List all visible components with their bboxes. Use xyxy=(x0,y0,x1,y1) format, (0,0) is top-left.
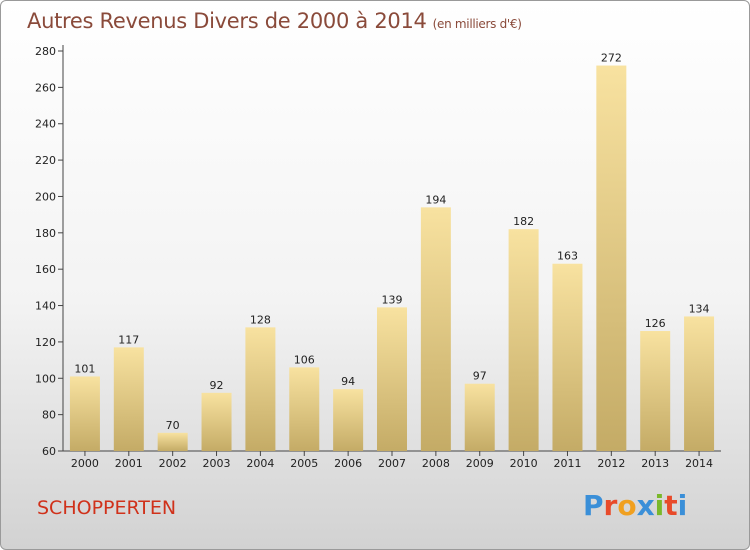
bar xyxy=(552,263,583,451)
x-tick-label: 2012 xyxy=(597,457,625,470)
data-labels: 101 117 70 92 128 106 94 139 194 97 182 163 272 126 13… xyxy=(74,52,709,432)
y-tick-label: 280 xyxy=(35,45,56,58)
x-tick-label: 2010 xyxy=(510,457,538,470)
logo-letter: r xyxy=(603,489,618,522)
data-label: 163 xyxy=(557,250,578,263)
y-tick-label: 160 xyxy=(35,263,56,276)
logo-letter: x xyxy=(636,489,655,522)
x-tick-label: 2006 xyxy=(334,457,362,470)
chart-unit: (en milliers d'€) xyxy=(432,17,522,31)
bar xyxy=(113,347,144,451)
data-label: 134 xyxy=(689,302,710,315)
data-label: 126 xyxy=(645,317,666,330)
data-label: 97 xyxy=(473,370,487,383)
chart-title: Autres Revenus Divers de 2000 à 2014 (en … xyxy=(27,9,522,33)
x-tick-label: 2009 xyxy=(466,457,494,470)
logo-letter: o xyxy=(617,489,637,522)
bar xyxy=(157,432,188,451)
bar xyxy=(464,383,495,451)
y-tick-label: 260 xyxy=(35,81,56,94)
x-tick-label: 2014 xyxy=(685,457,713,470)
data-label: 117 xyxy=(118,333,139,346)
data-label: 94 xyxy=(341,375,355,388)
x-tick-label: 2007 xyxy=(378,457,406,470)
y-axis: 60 80 100 120 140 160 180 200 220 240 260 280 xyxy=(35,45,64,458)
bar xyxy=(420,207,451,451)
y-tick-label: 200 xyxy=(35,190,56,203)
data-label: 101 xyxy=(74,362,95,375)
y-tick-label: 180 xyxy=(35,227,56,240)
logo-letter: i xyxy=(654,489,665,522)
x-tick-label: 2008 xyxy=(422,457,450,470)
proxiti-logo: Proxiti xyxy=(583,489,687,522)
data-label: 70 xyxy=(166,419,180,432)
data-label: 128 xyxy=(250,313,271,326)
data-label: 272 xyxy=(601,52,622,65)
bar xyxy=(684,316,715,451)
bar xyxy=(201,392,232,451)
y-tick-label: 240 xyxy=(35,118,56,131)
bar xyxy=(596,65,627,451)
x-tick-label: 2005 xyxy=(290,457,318,470)
bars xyxy=(69,65,715,451)
x-tick-label: 2002 xyxy=(159,457,187,470)
chart-title-text: Autres Revenus Divers de 2000 à 2014 xyxy=(27,9,427,33)
bar xyxy=(289,367,320,451)
bar xyxy=(508,229,539,451)
logo-letter: t xyxy=(664,489,678,522)
x-tick-label: 2003 xyxy=(203,457,231,470)
x-tick-label: 2004 xyxy=(246,457,274,470)
bar xyxy=(245,327,276,451)
y-tick-label: 60 xyxy=(42,445,56,458)
data-label: 194 xyxy=(425,193,446,206)
commune-name: SCHOPPERTEN xyxy=(37,497,177,519)
logo-letter: P xyxy=(583,489,604,522)
x-axis: 2000 2001 2002 2003 2004 2005 2006 2007 2008 2009… xyxy=(63,450,721,470)
data-label: 139 xyxy=(382,293,403,306)
x-tick-label: 2011 xyxy=(553,457,581,470)
y-tick-label: 100 xyxy=(35,372,56,385)
y-tick-label: 220 xyxy=(35,154,56,167)
data-label: 92 xyxy=(210,379,224,392)
x-tick-label: 2001 xyxy=(115,457,143,470)
y-tick-label: 140 xyxy=(35,300,56,313)
bar xyxy=(377,307,407,451)
logo-letter: i xyxy=(677,489,688,522)
x-tick-label: 2000 xyxy=(71,457,99,470)
bar xyxy=(640,331,671,451)
bar xyxy=(69,376,100,451)
y-tick-label: 120 xyxy=(35,336,56,349)
data-label: 106 xyxy=(294,353,315,366)
bar xyxy=(333,389,364,451)
data-label: 182 xyxy=(513,215,534,228)
x-tick-label: 2013 xyxy=(641,457,669,470)
y-tick-label: 80 xyxy=(42,409,56,422)
